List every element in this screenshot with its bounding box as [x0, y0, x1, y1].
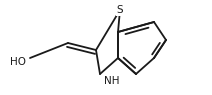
Text: NH: NH: [104, 76, 120, 86]
Text: HO: HO: [10, 57, 26, 67]
Text: S: S: [117, 5, 123, 15]
